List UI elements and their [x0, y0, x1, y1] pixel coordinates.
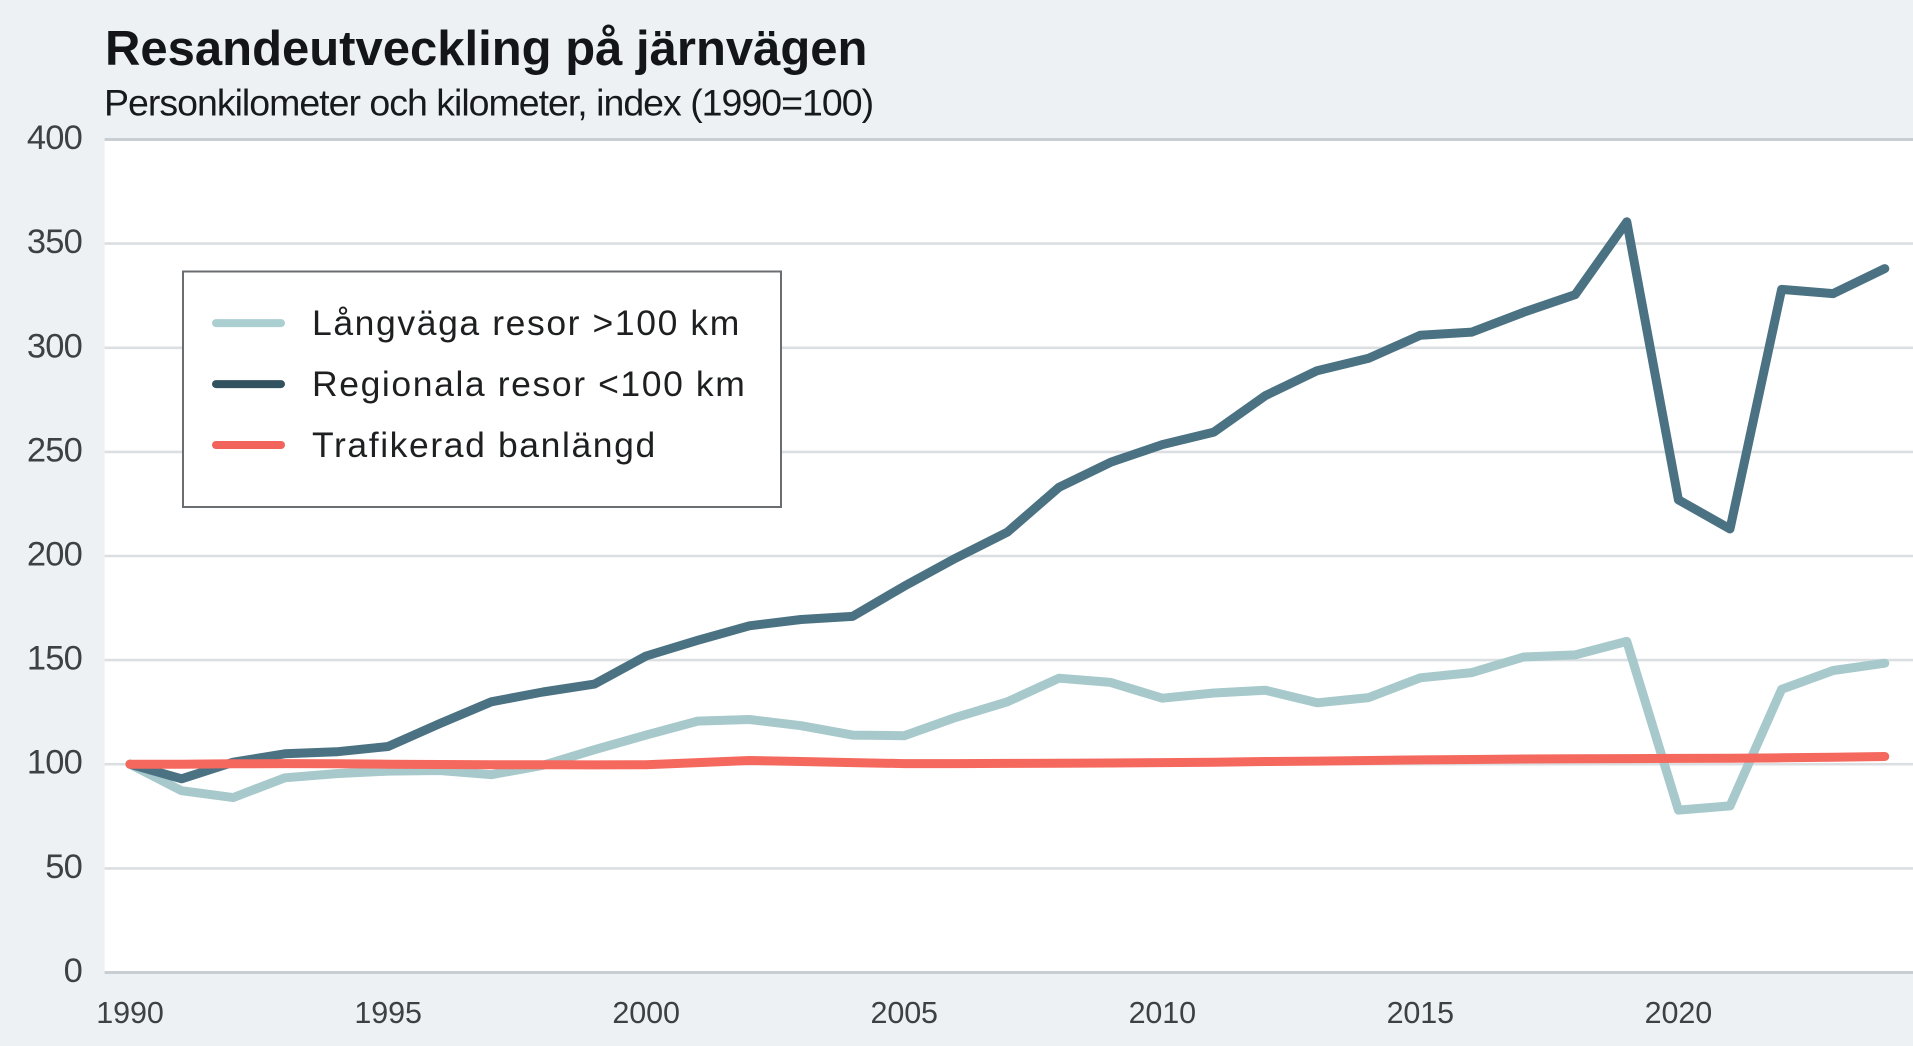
svg-text:200: 200: [27, 536, 82, 574]
svg-text:0: 0: [64, 952, 82, 990]
svg-text:400: 400: [27, 119, 82, 157]
svg-text:Regionala resor <100 km: Regionala resor <100 km: [312, 364, 746, 404]
svg-text:Långväga resor >100 km: Långväga resor >100 km: [312, 303, 741, 343]
svg-text:2020: 2020: [1645, 996, 1712, 1030]
svg-text:100: 100: [27, 744, 82, 782]
svg-text:150: 150: [27, 640, 82, 678]
svg-text:350: 350: [27, 223, 82, 261]
svg-text:2005: 2005: [870, 996, 937, 1030]
svg-text:300: 300: [27, 327, 82, 365]
svg-text:Trafikerad banlängd: Trafikerad banlängd: [312, 425, 657, 465]
svg-text:Resandeutveckling på järnvägen: Resandeutveckling på järnvägen: [105, 22, 868, 76]
svg-text:50: 50: [45, 848, 82, 886]
svg-text:1995: 1995: [354, 996, 421, 1030]
svg-text:2010: 2010: [1129, 996, 1196, 1030]
svg-text:Personkilometer och kilometer,: Personkilometer och kilometer, index (19…: [104, 82, 873, 124]
svg-text:250: 250: [27, 431, 82, 469]
svg-text:1990: 1990: [96, 996, 163, 1030]
svg-text:2000: 2000: [612, 996, 679, 1030]
svg-text:2015: 2015: [1387, 996, 1454, 1030]
